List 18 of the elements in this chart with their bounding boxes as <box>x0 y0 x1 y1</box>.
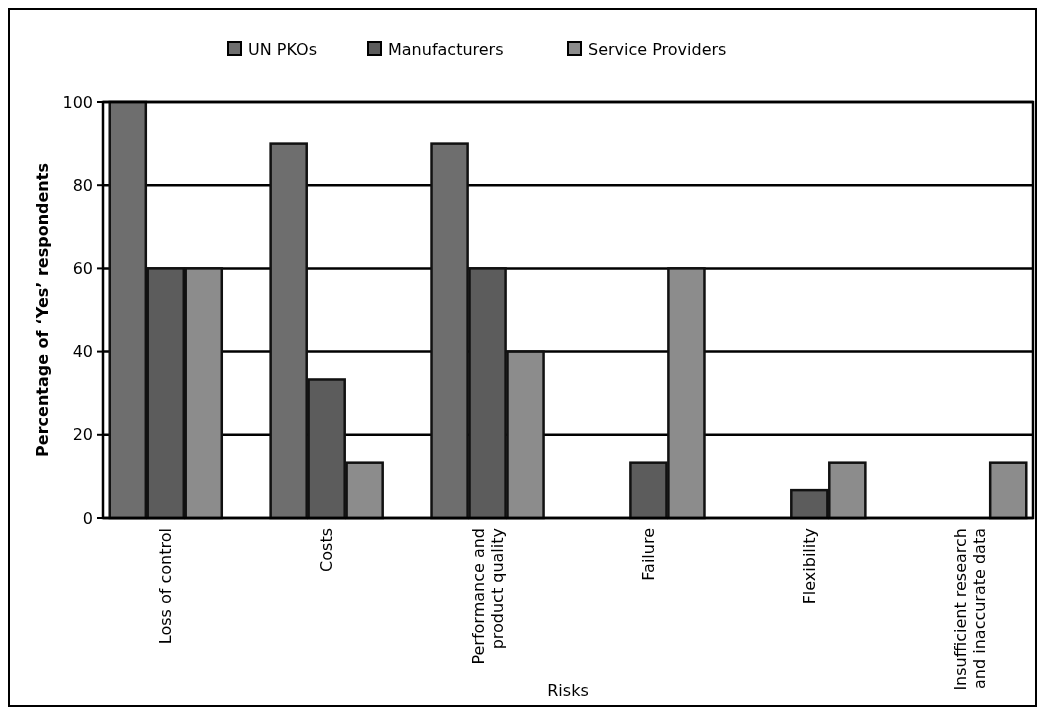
x-tick-label: Insufficient research and inaccurate data <box>951 528 990 691</box>
y-tick-label: 60 <box>72 259 93 278</box>
x-tick-label: Costs <box>317 528 337 572</box>
legend-label: UN PKOs <box>248 39 317 59</box>
x-tick-label: Performance and product quality <box>468 528 507 665</box>
x-tick-label: Failure <box>639 528 659 581</box>
x-axis-title: Risks <box>547 681 589 700</box>
y-tick-label: 40 <box>72 342 93 362</box>
y-tick-label: 20 <box>72 425 93 445</box>
y-tick-label: 80 <box>72 175 93 195</box>
y-tick-label: 0 <box>82 508 93 528</box>
y-axis-title: Percentage of ‘Yes’ respondents <box>33 163 52 457</box>
y-tick-label: 100 <box>62 92 93 112</box>
bar <box>988 461 1028 520</box>
legend-label: Service Providers <box>588 39 727 59</box>
x-tick-label: Flexibility <box>799 528 819 605</box>
legend-label: Manufacturers <box>388 39 504 59</box>
x-tick-label: Loss of control <box>156 528 176 645</box>
